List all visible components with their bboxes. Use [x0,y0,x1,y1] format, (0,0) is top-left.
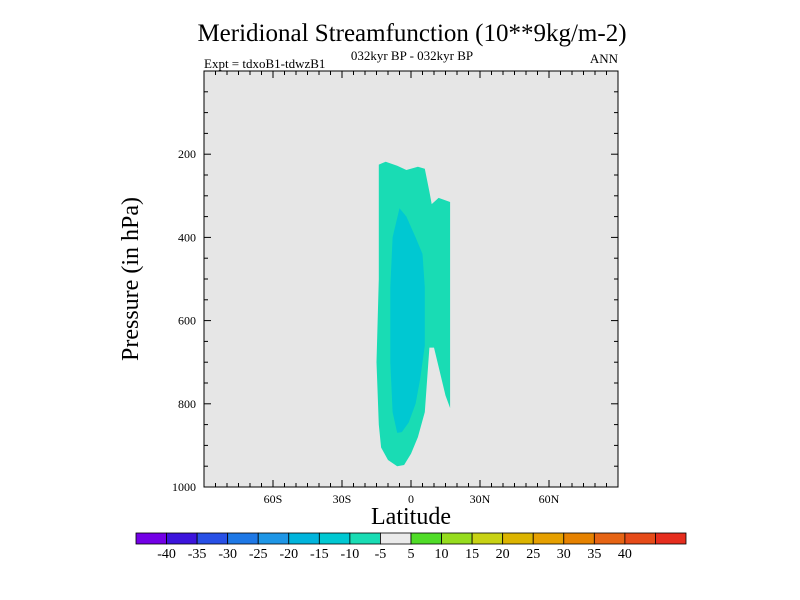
y-tick-label: 200 [178,147,196,161]
colorbar-swatch [135,532,167,545]
colorbar-swatch [593,532,626,545]
colorbar-label: -25 [249,547,268,562]
colorbar-label: -40 [157,547,176,562]
colorbar-swatch [349,532,381,545]
plot-frame [203,70,619,488]
colorbar-label: -20 [279,547,298,562]
colorbar-swatch [318,532,351,545]
colorbar-swatch [257,532,290,545]
colorbar-label: -30 [218,547,237,562]
y-tick-label: 600 [178,314,196,328]
colorbar-label: 10 [435,547,449,562]
x-tick-label: 30S [333,492,352,506]
colorbar-swatch [502,532,534,545]
x-tick-label: 60N [539,492,560,506]
colorbar-swatch [380,532,412,545]
y-tick-label: 1000 [172,480,196,494]
colorbar-label: 20 [496,547,510,562]
colorbar-swatch [410,532,442,545]
colorbar-swatch [166,532,198,545]
chart-subtitle-center: 032kyr BP - 032kyr BP [351,48,473,63]
colorbar-label: 40 [618,547,632,562]
chart-subtitle-right: ANN [590,51,619,66]
colorbar-swatch [624,532,656,545]
x-axis-label: Latitude [371,504,451,530]
chart-subtitle-left: Expt = tdxoB1-tdwzB1 [204,56,325,71]
colorbar-swatch [655,532,687,545]
y-tick-label: 800 [178,397,196,411]
colorbar-swatch [227,532,259,545]
colorbar: -40 -35 -30 -25 -20 -15 -10 -5 5 10 15 20 25 30 35 40 [135,532,687,562]
y-tick-label: 400 [178,230,196,244]
colorbar-label: 15 [465,547,479,562]
colorbar-label: -10 [341,547,360,562]
x-tick-label: 30N [470,492,491,506]
y-axis-label: Pressure (in hPa) [118,197,144,361]
x-tick-label: 0 [408,492,414,506]
colorbar-label: -15 [310,547,329,562]
colorbar-swatch [471,532,504,545]
colorbar-swatch [288,532,320,545]
colorbar-label: 30 [557,547,571,562]
colorbar-swatch [563,532,595,545]
colorbar-swatch [441,532,473,545]
colorbar-label: -5 [375,547,387,562]
colorbar-label: -35 [188,547,207,562]
colorbar-label: 25 [526,547,540,562]
colorbar-label: 5 [408,547,415,562]
colorbar-swatch [532,532,565,545]
colorbar-swatch [196,532,229,545]
colorbar-label: 35 [587,547,601,562]
x-tick-label: 60S [264,492,283,506]
chart-title: Meridional Streamfunction (10**9kg/m-2) [197,20,626,47]
contour-region-1 [390,208,425,433]
